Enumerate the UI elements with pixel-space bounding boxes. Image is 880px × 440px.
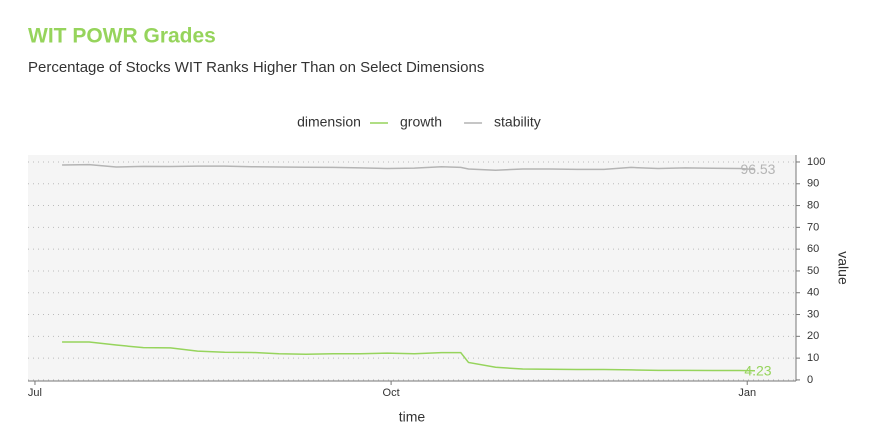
y-tick-label: 10: [807, 352, 819, 364]
chart-title: WIT POWR Grades: [28, 25, 216, 48]
y-tick-label: 0: [807, 374, 813, 386]
y-tick-label: 80: [807, 199, 819, 211]
chart-subtitle: Percentage of Stocks WIT Ranks Higher Th…: [28, 59, 484, 76]
x-tick-label: Jul: [28, 387, 42, 399]
legend-label: stability: [494, 114, 541, 130]
x-tick-label: Jan: [738, 387, 756, 399]
legend-title: dimension: [297, 114, 361, 130]
y-tick-label: 40: [807, 287, 819, 299]
y-tick-label: 100: [807, 156, 825, 168]
line-series: [62, 163, 756, 172]
y-axis-title: value: [835, 251, 851, 285]
y-tick-label: 50: [807, 265, 819, 277]
y-tick-label: 30: [807, 308, 819, 320]
plot-background: [28, 155, 796, 381]
line-series: [62, 341, 755, 372]
end-label: 96.53: [740, 161, 775, 177]
y-tick-label: 90: [807, 178, 819, 190]
end-label: 4.23: [744, 362, 771, 378]
y-tick-label: 20: [807, 330, 819, 342]
x-axis-title: time: [399, 409, 426, 425]
x-tick-label: Oct: [383, 387, 400, 399]
legend-label: growth: [400, 114, 442, 130]
y-tick-label: 70: [807, 221, 819, 233]
y-tick-label: 60: [807, 243, 819, 255]
